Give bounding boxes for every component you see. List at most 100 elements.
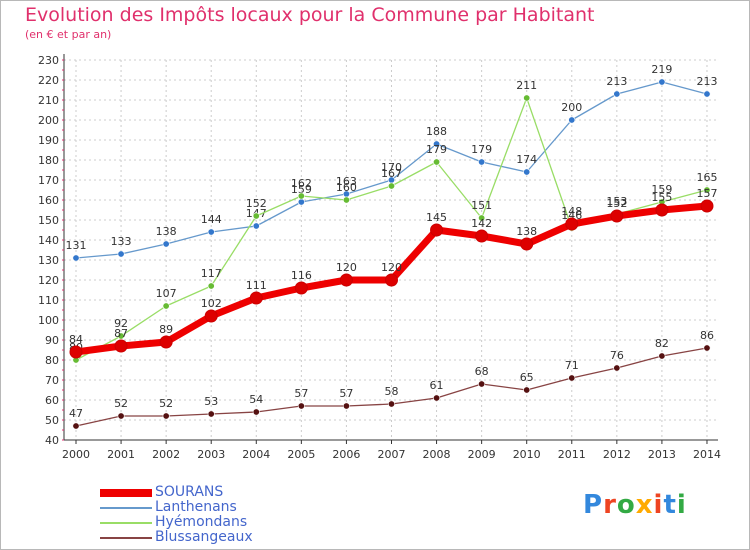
data-point: [433, 394, 441, 402]
data-point: [703, 344, 711, 352]
data-label: 165: [696, 171, 717, 184]
data-point: [297, 402, 305, 410]
x-tick-label: 2003: [197, 448, 225, 461]
logo-letter: t: [663, 490, 677, 520]
x-tick-label: 2013: [648, 448, 676, 461]
y-tick-label: 40: [45, 434, 59, 447]
data-point: [430, 223, 444, 237]
x-tick-label: 2000: [62, 448, 90, 461]
data-label: 86: [700, 329, 714, 342]
data-point: [387, 400, 395, 408]
x-tick-label: 2014: [693, 448, 721, 461]
data-point: [72, 422, 80, 430]
data-point: [700, 199, 714, 213]
data-label: 57: [294, 387, 308, 400]
data-label: 68: [475, 365, 489, 378]
data-point: [384, 273, 398, 287]
data-point: [523, 168, 531, 176]
data-label: 211: [516, 79, 537, 92]
y-tick-label: 100: [38, 314, 59, 327]
x-tick-label: 2009: [468, 448, 496, 461]
data-point: [114, 339, 128, 353]
data-point: [297, 198, 305, 206]
data-label: 170: [381, 161, 402, 174]
x-tick-label: 2007: [377, 448, 405, 461]
data-point: [339, 273, 353, 287]
data-point: [162, 412, 170, 420]
chart-subtitle: (en € et par an): [25, 28, 112, 41]
data-point: [568, 374, 576, 382]
data-label: 102: [201, 297, 222, 310]
y-tick-label: 150: [38, 214, 59, 227]
data-point: [207, 228, 215, 236]
data-label: 111: [246, 279, 267, 292]
x-tick-label: 2005: [287, 448, 315, 461]
logo-letter: i: [676, 490, 687, 520]
y-tick-label: 200: [38, 114, 59, 127]
y-tick-label: 210: [38, 94, 59, 107]
y-tick-label: 50: [45, 414, 59, 427]
data-label: 120: [336, 261, 357, 274]
y-tick-label: 110: [38, 294, 59, 307]
data-point: [117, 332, 125, 340]
legend-label: SOURANS: [155, 484, 224, 500]
data-label: 52: [114, 397, 128, 410]
data-point: [72, 254, 80, 262]
data-label: 219: [651, 63, 672, 76]
data-point: [252, 212, 260, 220]
data-point: [703, 90, 711, 98]
proxiti-logo: Proxiti: [583, 490, 687, 520]
data-label: 142: [471, 217, 492, 230]
data-point: [207, 282, 215, 290]
data-point: [613, 90, 621, 98]
x-tick-label: 2004: [242, 448, 270, 461]
data-point: [249, 291, 263, 305]
data-label: 84: [69, 333, 83, 346]
logo-letter: r: [603, 490, 617, 520]
data-label: 76: [610, 349, 624, 362]
data-label: 160: [336, 181, 357, 194]
data-label: 145: [426, 211, 447, 224]
data-point: [207, 410, 215, 418]
y-tick-label: 230: [38, 54, 59, 67]
y-tick-label: 70: [45, 374, 59, 387]
y-tick-label: 90: [45, 334, 59, 347]
data-label: 53: [204, 395, 218, 408]
data-label: 58: [384, 385, 398, 398]
chart-title: Evolution des Impôts locaux pour la Comm…: [25, 4, 595, 26]
y-tick-label: 160: [38, 194, 59, 207]
data-label: 146: [561, 209, 582, 222]
data-label: 148: [561, 205, 582, 218]
logo-letter: P: [583, 490, 604, 520]
data-point: [658, 78, 666, 86]
data-label: 157: [696, 187, 717, 200]
data-label: 163: [336, 175, 357, 188]
data-label: 52: [159, 397, 173, 410]
data-point: [342, 402, 350, 410]
data-label: 144: [201, 213, 222, 226]
data-label: 159: [291, 183, 312, 196]
data-point: [252, 408, 260, 416]
data-label: 152: [246, 197, 267, 210]
legend-swatch: [100, 489, 152, 497]
data-label: 167: [381, 167, 402, 180]
data-label: 89: [159, 323, 173, 336]
data-point: [478, 380, 486, 388]
legend-swatch: [100, 522, 152, 524]
data-point: [162, 302, 170, 310]
logo-letter: o: [616, 490, 636, 520]
y-tick-label: 170: [38, 174, 59, 187]
data-label: 155: [651, 191, 672, 204]
data-label: 138: [516, 225, 537, 238]
data-point: [478, 158, 486, 166]
y-tick-label: 140: [38, 234, 59, 247]
x-tick-label: 2012: [603, 448, 631, 461]
data-label: 57: [339, 387, 353, 400]
data-point: [294, 281, 308, 295]
data-label: 54: [249, 393, 263, 406]
data-point: [655, 203, 669, 217]
x-tick-label: 2006: [332, 448, 360, 461]
data-label: 87: [114, 327, 128, 340]
data-label: 47: [69, 407, 83, 420]
data-label: 133: [111, 235, 132, 248]
